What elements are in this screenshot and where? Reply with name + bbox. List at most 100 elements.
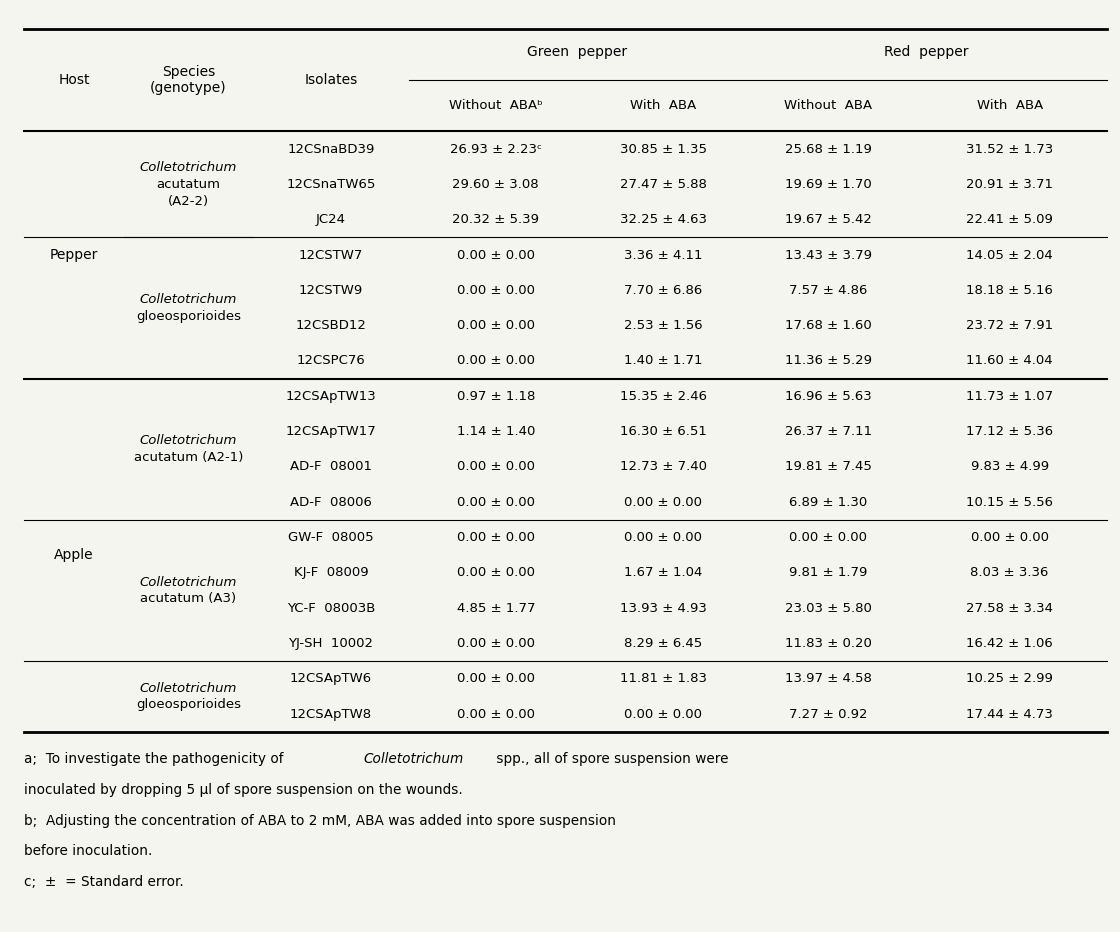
Text: Colletotrichum: Colletotrichum bbox=[140, 434, 237, 447]
Text: 0.00 ± 0.00: 0.00 ± 0.00 bbox=[457, 672, 534, 685]
Text: 25.68 ± 1.19: 25.68 ± 1.19 bbox=[785, 143, 871, 156]
Text: Colletotrichum: Colletotrichum bbox=[140, 161, 237, 174]
Text: 8.29 ± 6.45: 8.29 ± 6.45 bbox=[624, 637, 702, 650]
Text: 0.00 ± 0.00: 0.00 ± 0.00 bbox=[457, 460, 534, 473]
Text: 8.03 ± 3.36: 8.03 ± 3.36 bbox=[971, 567, 1048, 580]
Text: 12CSApTW17: 12CSApTW17 bbox=[286, 425, 376, 438]
Text: 11.60 ± 4.04: 11.60 ± 4.04 bbox=[967, 354, 1053, 367]
Text: Colletotrichum: Colletotrichum bbox=[140, 294, 237, 307]
Text: 13.93 ± 4.93: 13.93 ± 4.93 bbox=[619, 602, 707, 615]
Text: 15.35 ± 2.46: 15.35 ± 2.46 bbox=[619, 390, 707, 403]
Text: 4.85 ± 1.77: 4.85 ± 1.77 bbox=[457, 602, 535, 615]
Text: Pepper: Pepper bbox=[49, 248, 99, 262]
Text: 11.83 ± 0.20: 11.83 ± 0.20 bbox=[785, 637, 871, 650]
Text: 0.00 ± 0.00: 0.00 ± 0.00 bbox=[457, 284, 534, 297]
Text: 17.68 ± 1.60: 17.68 ± 1.60 bbox=[785, 319, 871, 332]
Text: 0.00 ± 0.00: 0.00 ± 0.00 bbox=[457, 707, 534, 720]
Text: 7.27 ± 0.92: 7.27 ± 0.92 bbox=[788, 707, 867, 720]
Text: 23.72 ± 7.91: 23.72 ± 7.91 bbox=[967, 319, 1053, 332]
Text: 0.00 ± 0.00: 0.00 ± 0.00 bbox=[457, 354, 534, 367]
Text: 30.85 ± 1.35: 30.85 ± 1.35 bbox=[619, 143, 707, 156]
Text: GW-F  08005: GW-F 08005 bbox=[288, 531, 374, 544]
Text: 22.41 ± 5.09: 22.41 ± 5.09 bbox=[967, 213, 1053, 226]
Text: YJ-SH  10002: YJ-SH 10002 bbox=[289, 637, 373, 650]
Text: 12CSApTW8: 12CSApTW8 bbox=[290, 707, 372, 720]
Text: 3.36 ± 4.11: 3.36 ± 4.11 bbox=[624, 249, 702, 262]
Text: 11.36 ± 5.29: 11.36 ± 5.29 bbox=[785, 354, 871, 367]
Text: JC24: JC24 bbox=[316, 213, 346, 226]
Text: 0.00 ± 0.00: 0.00 ± 0.00 bbox=[457, 496, 534, 509]
Text: 32.25 ± 4.63: 32.25 ± 4.63 bbox=[619, 213, 707, 226]
Text: 7.70 ± 6.86: 7.70 ± 6.86 bbox=[624, 284, 702, 297]
Text: 12CSnaBD39: 12CSnaBD39 bbox=[288, 143, 375, 156]
Text: 2.53 ± 1.56: 2.53 ± 1.56 bbox=[624, 319, 702, 332]
Text: Without  ABAᵇ: Without ABAᵇ bbox=[449, 100, 543, 113]
Text: acutatum (A2-1): acutatum (A2-1) bbox=[133, 451, 243, 464]
Text: 12CSBD12: 12CSBD12 bbox=[296, 319, 366, 332]
Text: 1.40 ± 1.71: 1.40 ± 1.71 bbox=[624, 354, 702, 367]
Text: 1.67 ± 1.04: 1.67 ± 1.04 bbox=[624, 567, 702, 580]
Text: Colletotrichum: Colletotrichum bbox=[140, 576, 237, 589]
Text: With  ABA: With ABA bbox=[977, 100, 1043, 113]
Text: Species
(genotype): Species (genotype) bbox=[150, 65, 227, 95]
Text: 16.30 ± 6.51: 16.30 ± 6.51 bbox=[619, 425, 707, 438]
Text: 0.97 ± 1.18: 0.97 ± 1.18 bbox=[457, 390, 535, 403]
Text: Green  pepper: Green pepper bbox=[526, 46, 627, 60]
Text: Colletotrichum: Colletotrichum bbox=[363, 752, 464, 766]
Text: 20.32 ± 5.39: 20.32 ± 5.39 bbox=[452, 213, 539, 226]
Text: gloeosporioides: gloeosporioides bbox=[136, 698, 241, 711]
Text: inoculated by dropping 5 μl of spore suspension on the wounds.: inoculated by dropping 5 μl of spore sus… bbox=[24, 783, 463, 797]
Text: 9.83 ± 4.99: 9.83 ± 4.99 bbox=[971, 460, 1048, 473]
Text: acutatum (A3): acutatum (A3) bbox=[140, 593, 236, 606]
Text: YC-F  08003B: YC-F 08003B bbox=[287, 602, 375, 615]
Text: 12CSTW9: 12CSTW9 bbox=[299, 284, 363, 297]
Text: 12CSApTW13: 12CSApTW13 bbox=[286, 390, 376, 403]
Text: (A2-2): (A2-2) bbox=[168, 195, 209, 208]
Text: 12CSnaTW65: 12CSnaTW65 bbox=[287, 178, 375, 191]
Text: 18.18 ± 5.16: 18.18 ± 5.16 bbox=[967, 284, 1053, 297]
Text: 0.00 ± 0.00: 0.00 ± 0.00 bbox=[790, 531, 867, 544]
Text: 26.93 ± 2.23ᶜ: 26.93 ± 2.23ᶜ bbox=[450, 143, 542, 156]
Text: 17.44 ± 4.73: 17.44 ± 4.73 bbox=[967, 707, 1053, 720]
Text: KJ-F  08009: KJ-F 08009 bbox=[293, 567, 368, 580]
Text: 12CSTW7: 12CSTW7 bbox=[299, 249, 363, 262]
Text: 0.00 ± 0.00: 0.00 ± 0.00 bbox=[971, 531, 1048, 544]
Text: 17.12 ± 5.36: 17.12 ± 5.36 bbox=[967, 425, 1053, 438]
Text: 16.42 ± 1.06: 16.42 ± 1.06 bbox=[967, 637, 1053, 650]
Text: Red  pepper: Red pepper bbox=[884, 46, 968, 60]
Text: Apple: Apple bbox=[54, 548, 94, 562]
Text: 14.05 ± 2.04: 14.05 ± 2.04 bbox=[967, 249, 1053, 262]
Text: 27.58 ± 3.34: 27.58 ± 3.34 bbox=[967, 602, 1053, 615]
Text: 0.00 ± 0.00: 0.00 ± 0.00 bbox=[624, 496, 702, 509]
Text: 10.25 ± 2.99: 10.25 ± 2.99 bbox=[967, 672, 1053, 685]
Text: 9.81 ± 1.79: 9.81 ± 1.79 bbox=[788, 567, 867, 580]
Text: AD-F  08001: AD-F 08001 bbox=[290, 460, 372, 473]
Text: 6.89 ± 1.30: 6.89 ± 1.30 bbox=[788, 496, 867, 509]
Text: 31.52 ± 1.73: 31.52 ± 1.73 bbox=[967, 143, 1053, 156]
Text: 11.73 ± 1.07: 11.73 ± 1.07 bbox=[967, 390, 1053, 403]
Text: Without  ABA: Without ABA bbox=[784, 100, 872, 113]
Text: 0.00 ± 0.00: 0.00 ± 0.00 bbox=[457, 567, 534, 580]
Text: 11.81 ± 1.83: 11.81 ± 1.83 bbox=[619, 672, 707, 685]
Text: 12CSApTW6: 12CSApTW6 bbox=[290, 672, 372, 685]
Text: 1.14 ± 1.40: 1.14 ± 1.40 bbox=[457, 425, 535, 438]
Text: spp., all of spore suspension were: spp., all of spore suspension were bbox=[493, 752, 729, 766]
Text: 27.47 ± 5.88: 27.47 ± 5.88 bbox=[619, 178, 707, 191]
Text: 0.00 ± 0.00: 0.00 ± 0.00 bbox=[457, 249, 534, 262]
Text: 0.00 ± 0.00: 0.00 ± 0.00 bbox=[624, 531, 702, 544]
Text: 20.91 ± 3.71: 20.91 ± 3.71 bbox=[967, 178, 1053, 191]
Text: 19.69 ± 1.70: 19.69 ± 1.70 bbox=[785, 178, 871, 191]
Text: 0.00 ± 0.00: 0.00 ± 0.00 bbox=[457, 319, 534, 332]
Text: before inoculation.: before inoculation. bbox=[24, 844, 152, 858]
Text: 29.60 ± 3.08: 29.60 ± 3.08 bbox=[452, 178, 539, 191]
Text: 7.57 ± 4.86: 7.57 ± 4.86 bbox=[788, 284, 867, 297]
Text: 19.67 ± 5.42: 19.67 ± 5.42 bbox=[785, 213, 871, 226]
Text: a;  To investigate the pathogenicity of: a; To investigate the pathogenicity of bbox=[24, 752, 288, 766]
Text: acutatum: acutatum bbox=[157, 178, 221, 191]
Text: b;  Adjusting the concentration of ABA to 2 mM, ABA was added into spore suspens: b; Adjusting the concentration of ABA to… bbox=[24, 814, 616, 828]
Text: Host: Host bbox=[58, 74, 90, 88]
Text: With  ABA: With ABA bbox=[631, 100, 697, 113]
Text: 0.00 ± 0.00: 0.00 ± 0.00 bbox=[457, 531, 534, 544]
Text: 13.97 ± 4.58: 13.97 ± 4.58 bbox=[785, 672, 871, 685]
Text: 10.15 ± 5.56: 10.15 ± 5.56 bbox=[967, 496, 1053, 509]
